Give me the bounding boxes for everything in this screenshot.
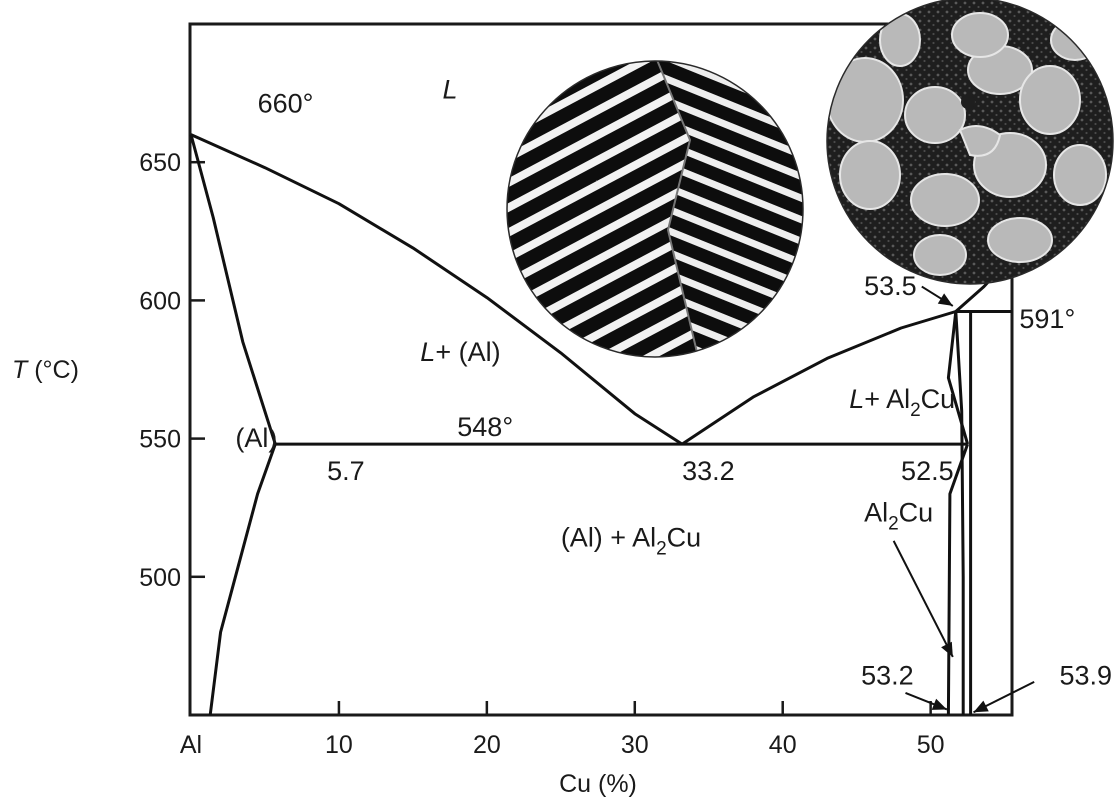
- value-annotation: 53.9: [1059, 661, 1112, 691]
- y-tick-label: 600: [139, 287, 181, 315]
- liquidus-al-curve: [190, 133, 683, 446]
- value-annotation: 5.7: [327, 456, 365, 486]
- y-tick-label: 650: [139, 149, 181, 177]
- annotation-arrow: [892, 540, 954, 658]
- plot-frame: [188, 22, 1014, 717]
- phase-region-label: L+ (Al): [420, 337, 500, 367]
- x-tick-label: Al: [180, 731, 202, 759]
- x-tick-label: 40: [769, 731, 797, 759]
- solvus-al-curve: [208, 443, 277, 716]
- value-annotation: 548°: [457, 412, 513, 442]
- phase-region-label: L: [442, 75, 457, 105]
- value-annotation: 53.5: [864, 271, 917, 301]
- value-annotation: 660°: [258, 88, 314, 118]
- annotation-arrow: [905, 691, 948, 711]
- dendritic-micrograph: [826, 0, 1114, 285]
- value-annotation: 52.5: [901, 456, 954, 486]
- y-tick-label: 550: [139, 426, 181, 454]
- value-annotation: 591°: [1019, 304, 1075, 334]
- value-annotation: 33.2: [682, 456, 735, 486]
- x-tick-label: 20: [473, 731, 501, 759]
- x-tick-label: 10: [325, 731, 353, 759]
- phase-region-label: Al2Cu: [864, 498, 933, 535]
- liquidus-al2cu-curve: [681, 310, 957, 446]
- lamellar-eutectic-micrograph: [506, 60, 804, 358]
- value-annotation: (Al): [235, 423, 277, 453]
- y-tick-label: 500: [139, 564, 181, 592]
- annotation-arrow: [973, 680, 1035, 714]
- value-annotation: 53.2: [861, 661, 914, 691]
- x-tick-label: 30: [621, 731, 649, 759]
- annotation-arrow: [921, 285, 954, 307]
- phase-region-label: (Al) + Al2Cu: [561, 522, 701, 559]
- y-axis-label: T (°C): [12, 356, 79, 384]
- x-axis-label: Cu (%): [559, 770, 637, 798]
- x-tick-label: 50: [917, 731, 945, 759]
- phase-region-label: L+ Al2Cu: [849, 384, 955, 421]
- solidus-al-curve: [189, 134, 277, 445]
- al2cu-right-curve: [954, 311, 965, 715]
